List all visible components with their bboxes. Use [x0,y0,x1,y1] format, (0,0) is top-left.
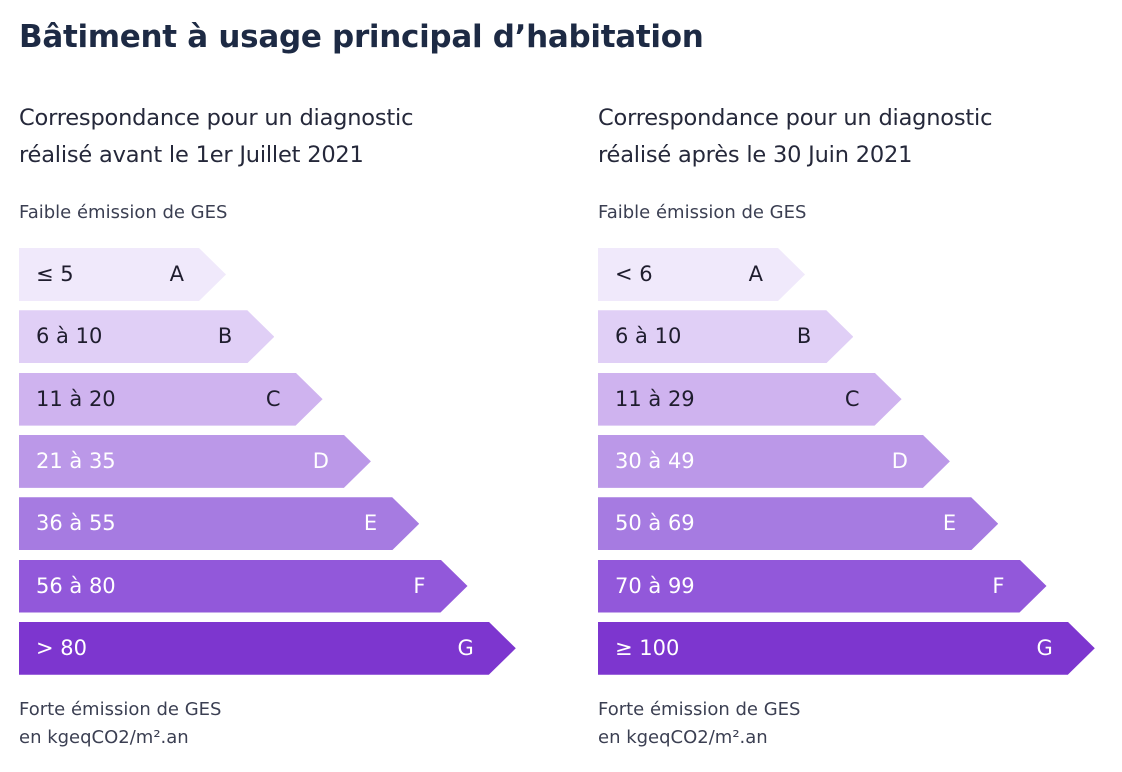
ges-class-letter: B [796,324,812,349]
ges-class-range: 6 à 10 [615,324,682,349]
ges-class-letter: A [169,262,184,286]
ges-panel-before-july-2021: Correspondance pour un diagnostic réalis… [19,100,539,748]
page-title: Bâtiment à usage principal d’habitation [19,19,704,55]
unit-label: en kgeqCO2/m².an [19,727,189,748]
ges-class-e-bar: 36 à 55 E [19,497,419,550]
panel-heading-line1: Correspondance pour un diagnostic [598,105,993,131]
ges-class-f-bar: 56 à 80 F [19,560,468,613]
ges-class-letter: A [748,262,763,286]
ges-class-g-bar: ≥ 100 G [598,622,1095,675]
ges-class-letter: B [217,324,233,349]
ges-class-range: 11 à 29 [615,386,695,411]
ges-class-letter: E [942,511,957,536]
ges-class-scale: < 6 A 6 à 10 B 11 à 29 C 30 à 49 D 50 à 69 E 70 à … [598,248,1118,678]
ges-class-d-bar: 21 à 35 D [19,435,371,488]
ges-class-a-bar: < 6 A [598,248,805,301]
ges-class-c-bar: 11 à 20 C [19,373,323,426]
low-emission-caption: Faible émission de GES [19,202,228,223]
ges-class-f-bar: 70 à 99 F [598,560,1047,613]
ges-panel-after-june-2021: Correspondance pour un diagnostic réalis… [598,100,1118,748]
unit-label: en kgeqCO2/m².an [598,727,768,748]
ges-class-e-bar: 50 à 69 E [598,497,998,550]
high-emission-caption: Forte émission de GES en kgeqCO2/m².an [19,696,221,752]
ges-class-g-bar: > 80 G [19,622,516,675]
high-emission-caption: Forte émission de GES en kgeqCO2/m².an [598,696,800,752]
ges-class-range: < 6 [615,262,653,286]
ges-class-range: 30 à 49 [615,448,695,473]
panel-heading: Correspondance pour un diagnostic réalis… [19,100,539,174]
ges-class-b-bar: 6 à 10 B [598,310,853,363]
ges-class-letter: F [992,573,1005,598]
ges-class-letter: E [363,511,378,536]
ges-class-range: 6 à 10 [36,324,103,349]
ges-class-a-bar: ≤ 5 A [19,248,226,301]
ges-class-letter: F [413,573,426,598]
panel-heading-line2: réalisé après le 30 Juin 2021 [598,142,913,168]
ges-class-range: 36 à 55 [36,511,116,536]
ges-class-range: 11 à 20 [36,386,116,411]
panel-heading-line2: réalisé avant le 1er Juillet 2021 [19,142,364,168]
ges-class-letter: D [312,448,329,473]
ges-class-range: > 80 [36,635,87,660]
ges-class-letter: D [891,448,908,473]
ges-class-range: 50 à 69 [615,511,695,536]
panel-heading-line1: Correspondance pour un diagnostic [19,105,414,131]
ges-class-b-bar: 6 à 10 B [19,310,274,363]
ges-class-d-bar: 30 à 49 D [598,435,950,488]
low-emission-caption: Faible émission de GES [598,202,807,223]
ges-class-letter: C [844,386,860,411]
ges-class-c-bar: 11 à 29 C [598,373,902,426]
ges-class-range: 21 à 35 [36,448,116,473]
ges-class-letter: G [1036,635,1053,660]
ges-class-letter: G [457,635,474,660]
panel-heading: Correspondance pour un diagnostic réalis… [598,100,1118,174]
ges-class-scale: ≤ 5 A 6 à 10 B 11 à 20 C 21 à 35 D 36 à 55 E 56 à … [19,248,539,678]
ges-class-range: 56 à 80 [36,573,116,598]
high-emission-label: Forte émission de GES [19,699,222,720]
ges-class-range: ≤ 5 [36,262,74,286]
ges-class-range: 70 à 99 [615,573,695,598]
high-emission-label: Forte émission de GES [598,699,801,720]
ges-class-letter: C [265,386,281,411]
ges-class-range: ≥ 100 [615,635,680,660]
